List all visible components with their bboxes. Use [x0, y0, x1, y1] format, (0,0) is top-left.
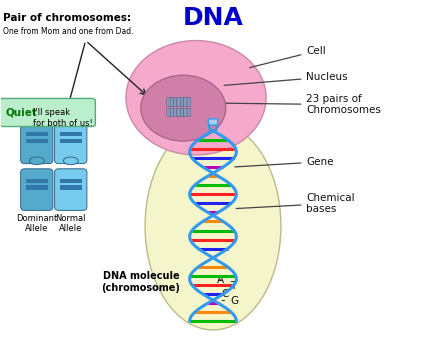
FancyBboxPatch shape: [184, 108, 187, 117]
Text: One from Mom and one from Dad.: One from Mom and one from Dad.: [3, 27, 133, 36]
FancyBboxPatch shape: [187, 108, 190, 117]
FancyBboxPatch shape: [60, 132, 82, 136]
Text: Normal
Allele: Normal Allele: [55, 214, 86, 233]
FancyBboxPatch shape: [60, 185, 82, 190]
Text: I'll speak
for both of us!: I'll speak for both of us!: [32, 108, 92, 128]
FancyBboxPatch shape: [26, 139, 48, 143]
FancyBboxPatch shape: [26, 179, 48, 183]
Text: 23 pairs of
Chromosomes: 23 pairs of Chromosomes: [207, 94, 381, 116]
FancyBboxPatch shape: [170, 97, 173, 107]
Text: C: C: [222, 288, 229, 299]
FancyBboxPatch shape: [167, 97, 170, 107]
FancyBboxPatch shape: [170, 108, 173, 117]
FancyBboxPatch shape: [173, 97, 177, 107]
Text: Dominant
Allele: Dominant Allele: [16, 214, 58, 233]
FancyBboxPatch shape: [55, 115, 87, 164]
Text: A: A: [217, 275, 225, 285]
FancyBboxPatch shape: [26, 132, 48, 136]
FancyBboxPatch shape: [167, 108, 170, 117]
FancyBboxPatch shape: [177, 97, 180, 107]
FancyBboxPatch shape: [180, 97, 184, 107]
FancyBboxPatch shape: [173, 108, 177, 117]
Text: Gene: Gene: [235, 157, 334, 167]
Text: Nucleus: Nucleus: [224, 72, 348, 85]
Ellipse shape: [145, 122, 281, 330]
FancyBboxPatch shape: [20, 115, 53, 164]
Polygon shape: [17, 124, 54, 146]
Text: Pair of chromosomes:: Pair of chromosomes:: [3, 13, 131, 23]
Ellipse shape: [141, 75, 226, 141]
FancyBboxPatch shape: [208, 119, 218, 125]
Ellipse shape: [29, 157, 44, 165]
FancyBboxPatch shape: [20, 169, 53, 211]
FancyBboxPatch shape: [177, 108, 180, 117]
Text: DNA: DNA: [183, 6, 243, 30]
FancyBboxPatch shape: [187, 97, 190, 107]
FancyBboxPatch shape: [180, 108, 184, 117]
FancyBboxPatch shape: [0, 98, 95, 127]
Text: Quiet: Quiet: [6, 108, 37, 118]
Text: Cell: Cell: [250, 46, 326, 68]
FancyBboxPatch shape: [60, 139, 82, 143]
Ellipse shape: [63, 157, 78, 165]
FancyBboxPatch shape: [60, 179, 82, 183]
Ellipse shape: [126, 41, 266, 155]
FancyBboxPatch shape: [55, 169, 87, 211]
Text: T: T: [222, 280, 236, 291]
Text: DNA molecule
(chromosome): DNA molecule (chromosome): [101, 271, 180, 293]
Text: Chemical
bases: Chemical bases: [236, 193, 355, 214]
Text: G: G: [222, 295, 238, 306]
FancyBboxPatch shape: [184, 97, 187, 107]
FancyBboxPatch shape: [26, 185, 48, 190]
